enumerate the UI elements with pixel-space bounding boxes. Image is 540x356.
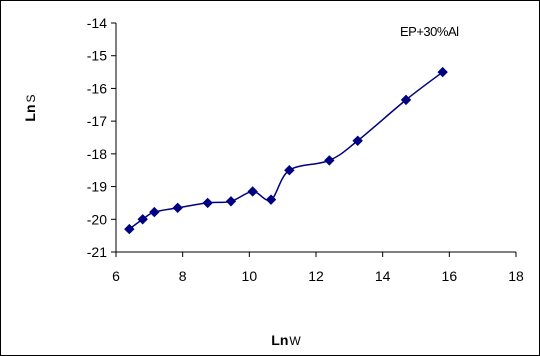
x-tick-label: 8: [179, 268, 187, 284]
x-axis-label-sub: W: [289, 334, 301, 348]
data-point-marker: [265, 194, 277, 205]
data-point-marker: [149, 206, 160, 218]
y-tick-label: -20: [87, 211, 107, 227]
y-axis-label-main: Ln: [22, 104, 38, 121]
x-tick-label: 6: [112, 268, 120, 284]
x-tick-label: 18: [508, 268, 524, 284]
x-tick-label: 10: [242, 268, 258, 284]
y-axis-label-sub: S: [24, 94, 38, 102]
series-annotation: EP+30%Al: [400, 24, 459, 39]
markers-layer: [124, 66, 448, 235]
y-tick-label: -21: [87, 244, 107, 260]
ticks-layer: -21 -20 -19 -18 -17 -16 -15 -14 6 8 10 12 14 16 18: [87, 15, 524, 284]
data-point-marker: [124, 223, 135, 235]
data-point-marker: [172, 202, 183, 214]
x-tick-label: 14: [375, 268, 391, 284]
y-tick-label: -19: [87, 179, 107, 195]
y-tick-label: -14: [87, 15, 107, 31]
data-point-marker: [284, 165, 295, 176]
y-tick-label: -18: [87, 146, 107, 162]
x-axis-label: LnW: [271, 332, 301, 348]
data-point-marker: [400, 94, 412, 106]
x-tick-label: 16: [442, 268, 458, 284]
data-point-marker: [202, 197, 213, 209]
data-point-marker: [247, 186, 258, 197]
y-tick-label: -16: [87, 80, 107, 96]
data-point-marker: [437, 66, 448, 78]
x-tick-label: 12: [308, 268, 324, 284]
y-tick-label: -17: [87, 113, 107, 129]
data-point-marker: [225, 196, 237, 207]
y-tick-label: -15: [87, 48, 107, 64]
y-axis-label: Ln S: [22, 94, 38, 121]
data-point-marker: [324, 155, 335, 166]
x-axis-label-main: Ln: [271, 332, 288, 348]
data-point-marker: [137, 214, 148, 225]
data-point-marker: [352, 135, 363, 146]
